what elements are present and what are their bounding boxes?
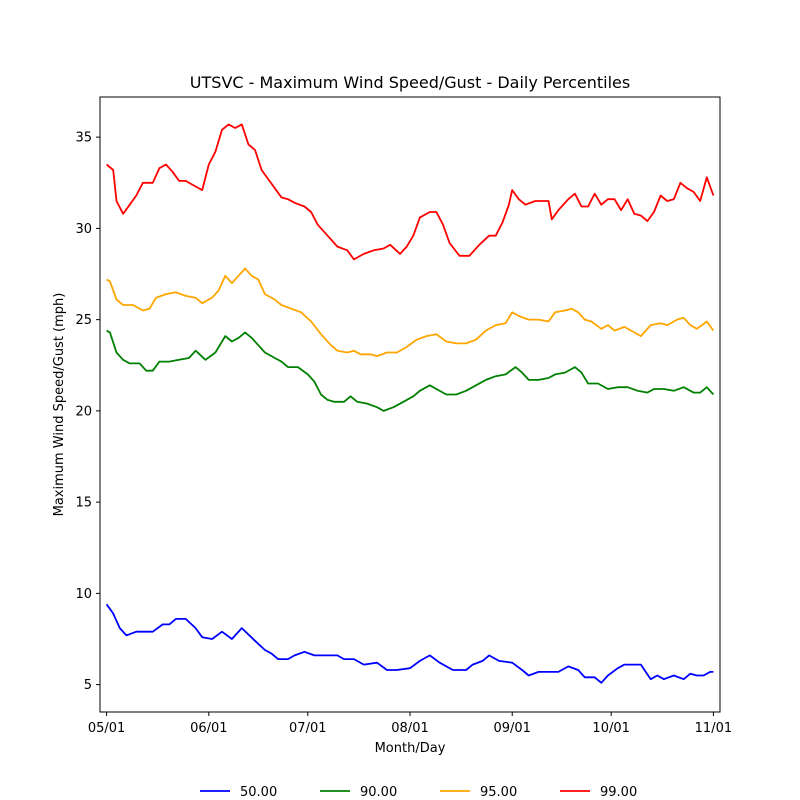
chart-title: UTSVC - Maximum Wind Speed/Gust - Daily … bbox=[190, 73, 630, 92]
x-tick-label: 09/01 bbox=[493, 721, 530, 736]
legend-label-1: 50.00 bbox=[240, 785, 277, 800]
y-tick-label: 30 bbox=[75, 222, 92, 237]
series-line-4 bbox=[106, 123, 715, 261]
legend-label-2: 90.00 bbox=[360, 785, 397, 800]
y-axis: 5 10 15 20 25 30 35 bbox=[75, 131, 100, 693]
x-axis: 05/01 06/01 07/01 08/01 09/01 10/01 11/01 bbox=[88, 712, 732, 736]
y-tick-label: 10 bbox=[75, 587, 92, 602]
x-tick-label: 10/01 bbox=[592, 721, 629, 736]
plot-area bbox=[100, 97, 720, 712]
x-tick-label: 11/01 bbox=[695, 721, 732, 736]
series-line-3 bbox=[106, 267, 715, 357]
y-tick-label: 20 bbox=[75, 404, 92, 419]
series-layer bbox=[105, 123, 715, 684]
x-axis-label: Month/Day bbox=[375, 741, 446, 756]
x-tick-label: 07/01 bbox=[289, 721, 326, 736]
x-tick-label: 06/01 bbox=[190, 721, 227, 736]
y-tick-label: 25 bbox=[75, 313, 92, 328]
x-tick-label: 05/01 bbox=[88, 721, 125, 736]
y-tick-label: 5 bbox=[84, 678, 92, 693]
y-axis-label: Maximum Wind Speed/Gust (mph) bbox=[52, 293, 67, 517]
x-tick-label: 08/01 bbox=[391, 721, 428, 736]
legend-label-3: 95.00 bbox=[480, 785, 517, 800]
legend: 50.00 90.00 95.00 99.00 bbox=[200, 785, 637, 800]
y-tick-label: 35 bbox=[75, 131, 92, 146]
series-line-2 bbox=[106, 329, 715, 412]
series-line-1 bbox=[105, 603, 714, 684]
legend-label-4: 99.00 bbox=[600, 785, 637, 800]
y-tick-label: 15 bbox=[75, 496, 92, 511]
